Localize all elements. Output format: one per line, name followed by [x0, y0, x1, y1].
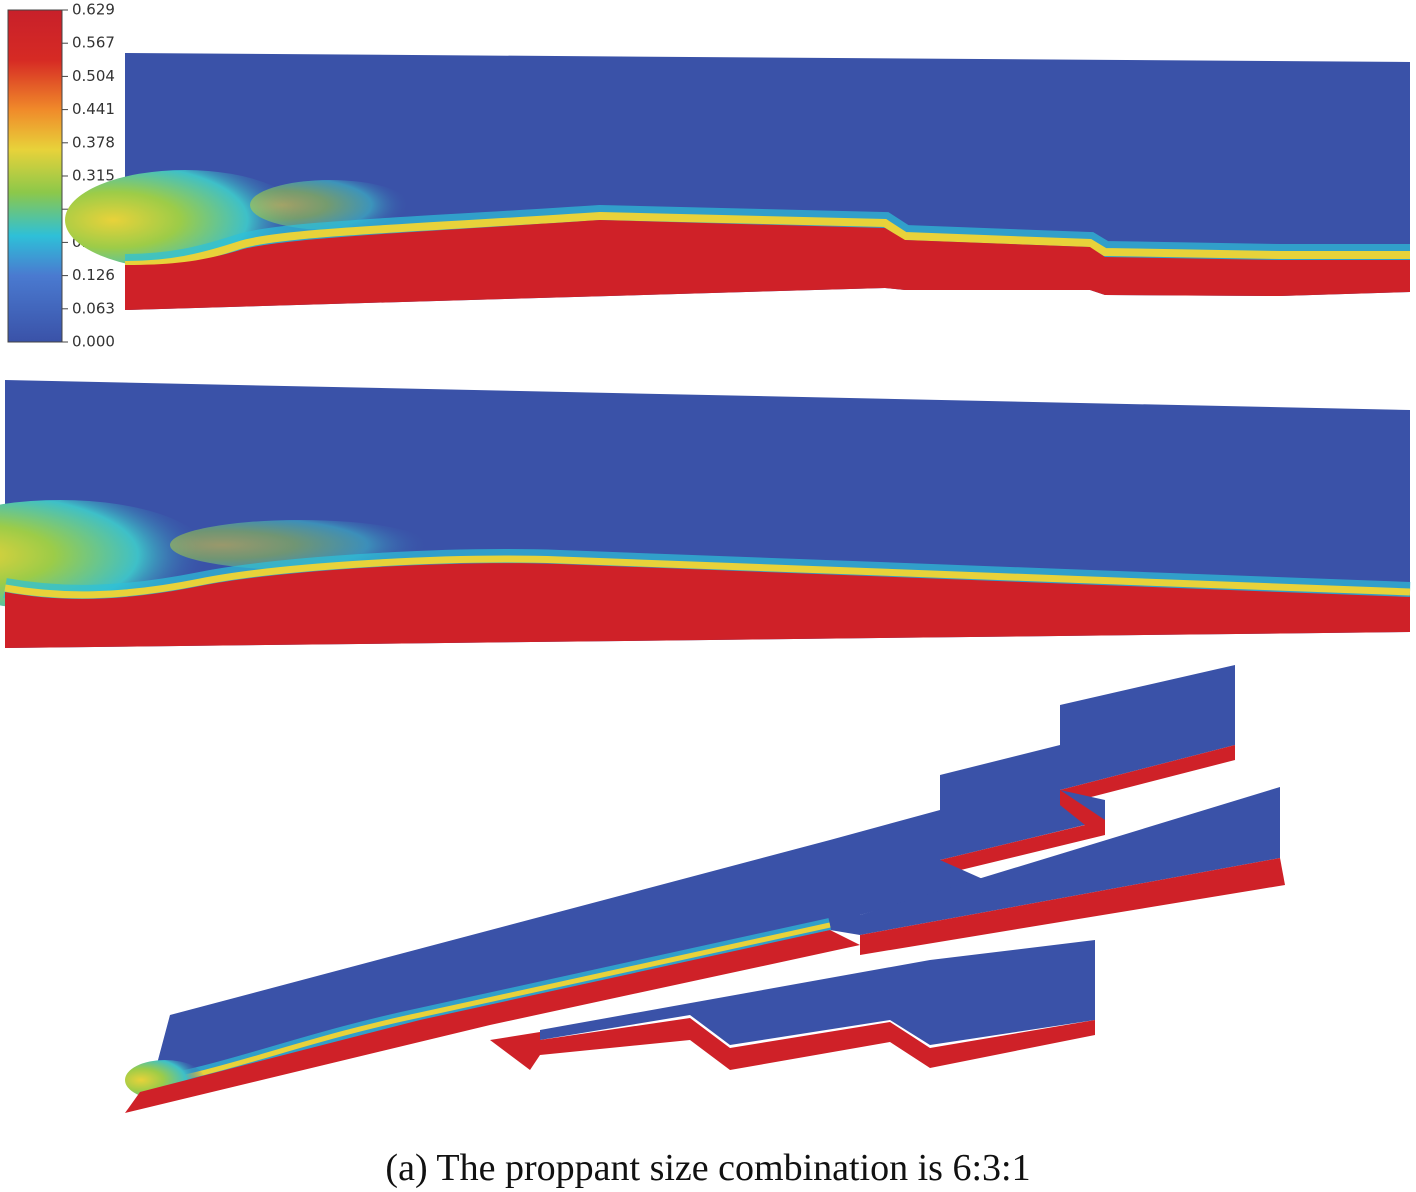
- tick-label: 0.629: [72, 1, 115, 19]
- proppant-bed: [1060, 745, 1235, 805]
- tick-label: 0.126: [72, 266, 115, 284]
- tick-label: 0.063: [72, 299, 115, 317]
- proppant-bed: [860, 858, 1285, 955]
- proppant-bed: [125, 930, 860, 1113]
- colorbar-ticks: 0.6290.5670.5040.4410.3780.3150.2520.189…: [62, 1, 115, 351]
- proppant-bed: [940, 790, 1105, 875]
- interface: [4, 555, 1411, 599]
- proppant-bed: [125, 220, 1410, 310]
- tick-label: 0.315: [72, 167, 115, 185]
- proppant-bed: [5, 563, 1410, 648]
- tick-label: 0.000: [72, 333, 115, 351]
- tick-label: 0.378: [72, 133, 115, 151]
- colorbar: [7, 9, 63, 343]
- fracture: [150, 840, 830, 1090]
- panel-network: [125, 665, 1285, 1113]
- interface: [124, 211, 1410, 269]
- panel-top: [65, 53, 1410, 310]
- fracture: [860, 787, 1280, 935]
- tick-label: 0.504: [72, 67, 115, 85]
- mixing-zone: [250, 180, 410, 230]
- caption: (a) The proppant size combination is 6:3…: [385, 1147, 1030, 1189]
- fracture: [540, 940, 1095, 1045]
- tick-label: 0.567: [72, 34, 115, 52]
- fracture: [1060, 665, 1235, 790]
- proppant-bed: [490, 1018, 1095, 1070]
- tick-label: 0.441: [72, 100, 115, 118]
- fracture: [830, 810, 985, 935]
- fracture: [940, 745, 1105, 860]
- panel-middle: [0, 380, 1411, 648]
